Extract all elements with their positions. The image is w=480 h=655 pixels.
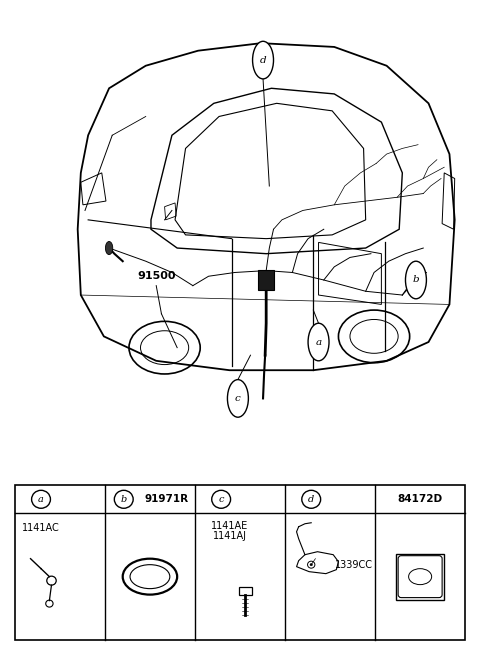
Text: 91500: 91500 [137,271,176,281]
Circle shape [252,41,274,79]
Circle shape [302,491,321,508]
Text: 84172D: 84172D [397,495,443,504]
Bar [239,587,252,595]
Text: d: d [308,495,314,504]
Text: c: c [218,495,224,504]
Text: 1141AC: 1141AC [22,523,60,533]
Text: 1141AE: 1141AE [211,521,248,531]
Circle shape [308,323,329,361]
Text: 1141AJ: 1141AJ [213,531,247,541]
Circle shape [406,261,426,299]
Text: d: d [260,56,266,65]
Text: a: a [38,495,44,504]
Circle shape [114,491,133,508]
Circle shape [32,491,50,508]
Circle shape [106,242,113,255]
Bar [15,485,465,640]
Text: 91971R: 91971R [144,495,189,504]
Text: c: c [235,394,241,403]
Text: a: a [315,337,322,346]
Text: b: b [120,495,127,504]
Circle shape [228,380,248,417]
Circle shape [212,491,230,508]
Bar [396,553,444,599]
Text: b: b [413,276,419,284]
FancyBboxPatch shape [258,270,274,290]
Circle shape [310,563,312,566]
Text: 1339CC: 1339CC [336,559,373,570]
